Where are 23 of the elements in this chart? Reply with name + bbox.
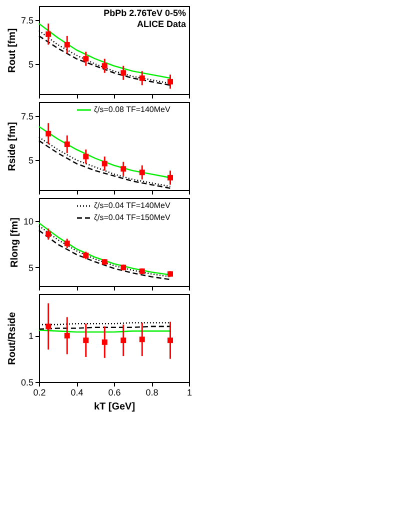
y-tick-label: 5 [28, 60, 34, 70]
x-tick-label: 0.4 [70, 388, 84, 398]
y-axis-title: Rside [fm] [6, 122, 18, 171]
legend-label: ζ/s=0.04 TF=150MeV [94, 213, 171, 222]
y-tick-label: 7.5 [20, 112, 34, 122]
x-axis-title: kT [GeV] [94, 402, 136, 412]
y-tick-label: 1 [28, 331, 34, 342]
x-tick-label: 1 [186, 388, 192, 398]
y-tick-label: 0.5 [20, 378, 34, 388]
annotation: PbPb 2.76TeV 0-5% [104, 8, 186, 18]
y-axis-title: Rout [fm] [6, 28, 18, 73]
y-tick-label: 5 [28, 156, 34, 166]
annotation: ALICE Data [136, 19, 187, 29]
y-tick-label: 10 [23, 216, 34, 227]
legend-label: ζ/s=0.08 TF=140MeV [94, 105, 171, 114]
legend-label: ζ/s=0.04 TF=140MeV [94, 201, 171, 210]
x-tick-label: 0.6 [108, 388, 121, 398]
y-axis-title: Rout/Rside [6, 312, 18, 365]
x-tick-label: 0.8 [146, 388, 158, 398]
y-tick-label: 5 [28, 262, 34, 273]
y-tick-label: 7.5 [20, 16, 34, 26]
y-axis-title: Rlong [fm] [9, 218, 20, 268]
x-tick-label: 0.2 [33, 388, 46, 398]
